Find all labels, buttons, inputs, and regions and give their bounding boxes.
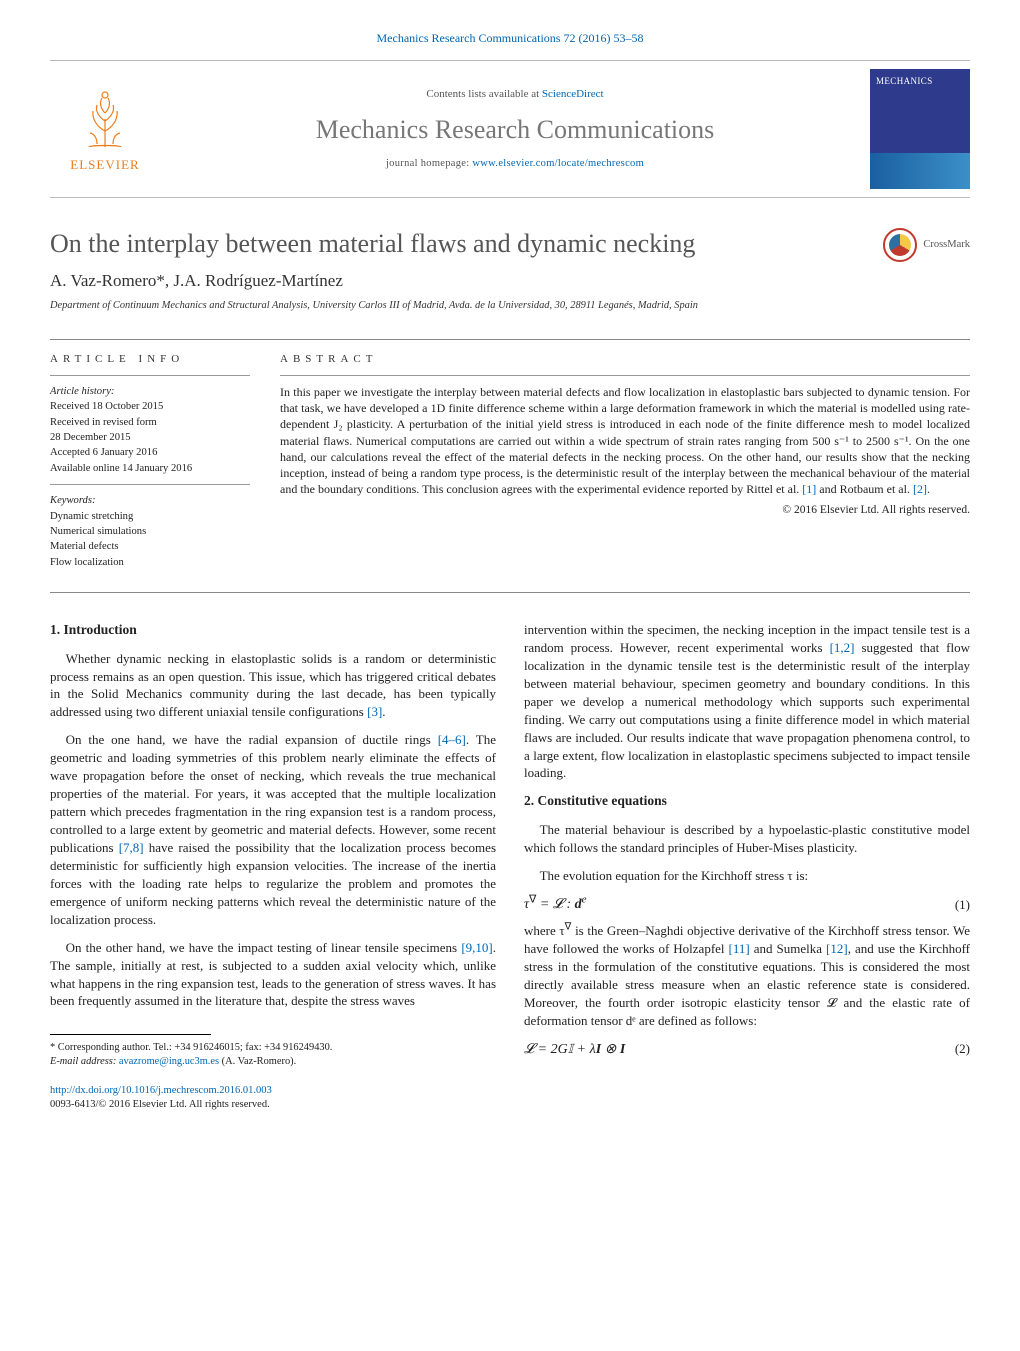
abstract-tail: . bbox=[927, 482, 930, 496]
publisher-label: ELSEVIER bbox=[70, 156, 139, 174]
keyword: Flow localization bbox=[50, 555, 250, 570]
ref-link[interactable]: [4–6] bbox=[438, 732, 466, 747]
email-tail: (A. Vaz-Romero). bbox=[219, 1056, 296, 1067]
ref-link[interactable]: [12] bbox=[826, 941, 848, 956]
affiliation: Department of Continuum Mechanics and St… bbox=[50, 299, 970, 313]
abstract-copyright: © 2016 Elsevier Ltd. All rights reserved… bbox=[280, 503, 970, 519]
homepage-prefix: journal homepage: bbox=[386, 158, 472, 169]
crossmark-badge-block[interactable]: CrossMark bbox=[883, 228, 970, 262]
email-link[interactable]: avazrome@ing.uc3m.es bbox=[119, 1056, 219, 1067]
para-text: On the one hand, we have the radial expa… bbox=[66, 732, 438, 747]
authors: A. Vaz-Romero*, J.A. Rodríguez-Martínez bbox=[50, 270, 970, 293]
title-row: On the interplay between material flaws … bbox=[50, 228, 970, 262]
history-line: Received 18 October 2015 bbox=[50, 399, 250, 414]
history-line: Accepted 6 January 2016 bbox=[50, 445, 250, 460]
top-citation-link[interactable]: Mechanics Research Communications 72 (20… bbox=[377, 31, 644, 45]
paragraph: The material behaviour is described by a… bbox=[524, 821, 970, 857]
paragraph: Whether dynamic necking in elastoplastic… bbox=[50, 650, 496, 722]
para-text: suggested that flow localization in the … bbox=[524, 640, 970, 781]
ref-link[interactable]: [1,2] bbox=[830, 640, 855, 655]
ref-link[interactable]: [7,8] bbox=[119, 840, 144, 855]
keyword: Dynamic stretching bbox=[50, 509, 250, 524]
section-heading: 2. Constitutive equations bbox=[524, 792, 970, 811]
ref-link[interactable]: [11] bbox=[729, 941, 750, 956]
abstract-text: In this paper we investigate the interpl… bbox=[280, 384, 970, 497]
paper-title: On the interplay between material flaws … bbox=[50, 228, 883, 259]
keywords-heading: Keywords: bbox=[50, 493, 250, 508]
corresponding-footnote: * Corresponding author. Tel.: +34 916246… bbox=[50, 1041, 496, 1069]
equation-body: τ∇ = 𝓛 : de bbox=[524, 895, 586, 914]
para-text: Whether dynamic necking in elastoplastic… bbox=[50, 651, 496, 720]
para-text: . The geometric and loading symmetries o… bbox=[50, 732, 496, 855]
paragraph: where τ∇ is the Green–Naghdi objective d… bbox=[524, 922, 970, 1030]
equation-number: (1) bbox=[955, 896, 970, 914]
abstract-body: In this paper we investigate the interpl… bbox=[280, 385, 970, 496]
ref-link[interactable]: [9,10] bbox=[461, 940, 492, 955]
paragraph: The evolution equation for the Kirchhoff… bbox=[524, 867, 970, 885]
para-text: On the other hand, we have the impact te… bbox=[66, 940, 462, 955]
para-text: and Sumelka bbox=[750, 941, 826, 956]
info-abstract-row: ARTICLE INFO Article history: Received 1… bbox=[50, 339, 970, 593]
history-heading: Article history: bbox=[50, 384, 250, 399]
equation-body: 𝓛 = 2G𝕀 + λI ⊗ I bbox=[524, 1040, 625, 1059]
keywords-block: Keywords: Dynamic stretching Numerical s… bbox=[50, 493, 250, 570]
email-label: E-mail address: bbox=[50, 1056, 119, 1067]
contents-prefix: Contents lists available at bbox=[426, 88, 541, 100]
equation-2: 𝓛 = 2G𝕀 + λI ⊗ I (2) bbox=[524, 1040, 970, 1059]
homepage-line: journal homepage: www.elsevier.com/locat… bbox=[178, 157, 852, 171]
ref-link[interactable]: [1] bbox=[802, 482, 816, 496]
article-history: Article history: Received 18 October 201… bbox=[50, 384, 250, 476]
history-line: 28 December 2015 bbox=[50, 430, 250, 445]
publisher-block: ELSEVIER bbox=[50, 84, 160, 174]
body-columns: 1. Introduction Whether dynamic necking … bbox=[50, 621, 970, 1070]
ref-link[interactable]: [2] bbox=[913, 482, 927, 496]
top-citation: Mechanics Research Communications 72 (20… bbox=[50, 30, 970, 46]
journal-cover-thumb: MECHANICS bbox=[870, 69, 970, 189]
email-line: E-mail address: avazrome@ing.uc3m.es (A.… bbox=[50, 1055, 496, 1069]
contents-line: Contents lists available at ScienceDirec… bbox=[178, 87, 852, 102]
sciencedirect-link[interactable]: ScienceDirect bbox=[542, 88, 604, 100]
paragraph: On the one hand, we have the radial expa… bbox=[50, 731, 496, 928]
abstract: ABSTRACT In this paper we investigate th… bbox=[280, 352, 970, 578]
doi-link[interactable]: http://dx.doi.org/10.1016/j.mechrescom.2… bbox=[50, 1085, 272, 1096]
paragraph: On the other hand, we have the impact te… bbox=[50, 939, 496, 1011]
homepage-link[interactable]: www.elsevier.com/locate/mechrescom bbox=[472, 158, 644, 169]
equation-1: τ∇ = 𝓛 : de (1) bbox=[524, 895, 970, 914]
abstract-label: ABSTRACT bbox=[280, 352, 970, 367]
cover-title: MECHANICS bbox=[870, 69, 970, 89]
footnote-rule bbox=[50, 1034, 211, 1035]
crossmark-icon bbox=[883, 228, 917, 262]
article-info-label: ARTICLE INFO bbox=[50, 352, 250, 367]
history-line: Received in revised form bbox=[50, 415, 250, 430]
equation-number: (2) bbox=[955, 1040, 970, 1058]
history-line: Available online 14 January 2016 bbox=[50, 461, 250, 476]
cover-strip bbox=[870, 153, 970, 189]
elsevier-tree-icon bbox=[70, 84, 140, 154]
crossmark-label: CrossMark bbox=[923, 238, 970, 252]
section-heading: 1. Introduction bbox=[50, 621, 496, 640]
issn-line: 0093-6413/© 2016 Elsevier Ltd. All right… bbox=[50, 1098, 970, 1112]
journal-header: ELSEVIER Contents lists available at Sci… bbox=[50, 60, 970, 198]
abstract-mid: and Rotbaum et al. bbox=[816, 482, 913, 496]
ref-link[interactable]: [3] bbox=[367, 704, 382, 719]
para-text: where τ bbox=[524, 923, 565, 938]
corr-line: * Corresponding author. Tel.: +34 916246… bbox=[50, 1041, 496, 1055]
paragraph: intervention within the specimen, the ne… bbox=[524, 621, 970, 782]
article-info: ARTICLE INFO Article history: Received 1… bbox=[50, 352, 250, 578]
keyword: Numerical simulations bbox=[50, 524, 250, 539]
keyword: Material defects bbox=[50, 539, 250, 554]
journal-name: Mechanics Research Communications bbox=[178, 112, 852, 147]
para-tail: . bbox=[382, 704, 385, 719]
header-center: Contents lists available at ScienceDirec… bbox=[160, 87, 870, 171]
doi-line: http://dx.doi.org/10.1016/j.mechrescom.2… bbox=[50, 1084, 970, 1098]
